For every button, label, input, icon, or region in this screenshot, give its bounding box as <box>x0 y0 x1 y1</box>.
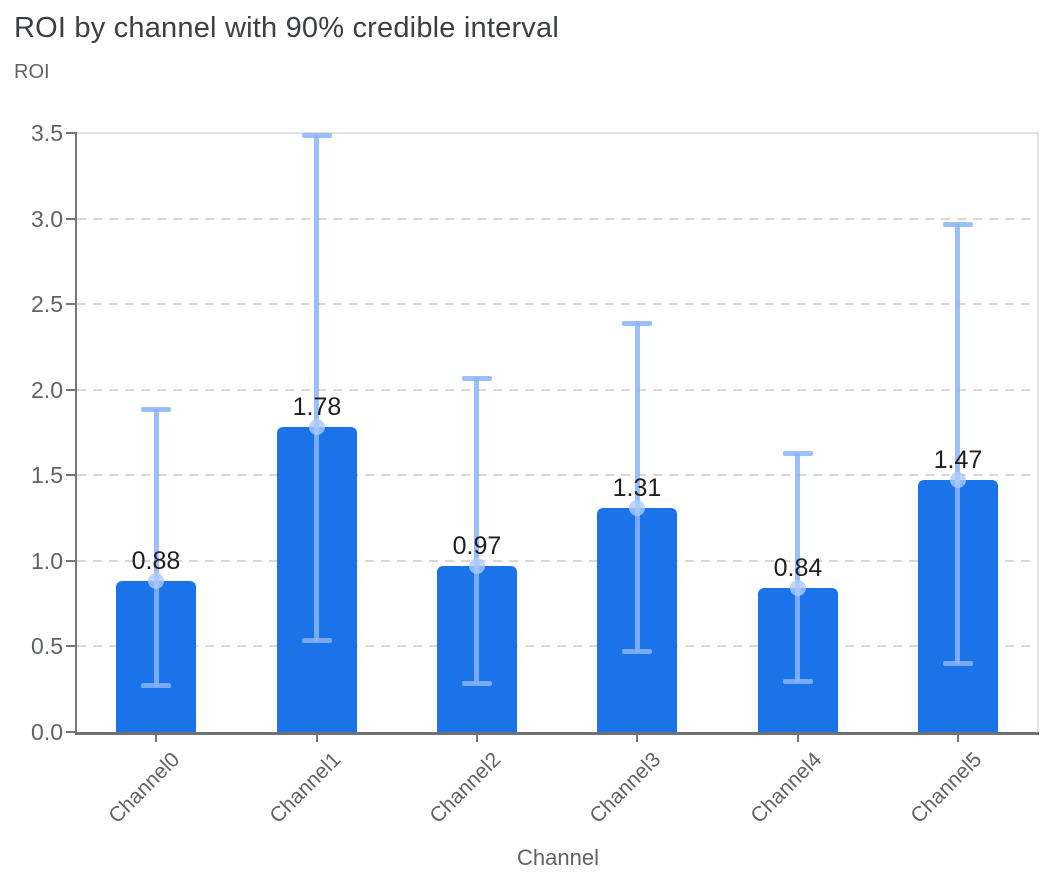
error-bar-cap-bottom-channel2 <box>462 681 492 687</box>
x-tick-channel0 <box>155 734 157 742</box>
gridline-1.0 <box>77 559 1037 562</box>
x-tick-channel4 <box>797 734 799 742</box>
bar-value-label-channel0: 0.88 <box>131 547 181 576</box>
y-tick-label-3.5: 3.5 <box>31 120 63 146</box>
error-bar-cap-top-channel0 <box>141 406 171 412</box>
y-tick-label-2.0: 2.0 <box>31 376 63 403</box>
y-tick-2.0 <box>66 388 75 391</box>
y-tick-label-0.5: 0.5 <box>31 633 63 660</box>
bar-value-label-channel2: 0.97 <box>452 531 502 560</box>
error-bar-cap-top-channel4 <box>783 451 813 457</box>
plot-right-border <box>1037 133 1039 732</box>
y-tick-1.0 <box>66 559 75 562</box>
error-bar-cap-bottom-channel1 <box>302 638 332 644</box>
x-tick-channel3 <box>636 734 638 742</box>
x-axis-line <box>75 732 1039 735</box>
error-bar-channel2 <box>474 377 479 685</box>
error-bar-marker-channel4 <box>790 580 806 597</box>
y-tick-label-0.0: 0.0 <box>31 719 63 745</box>
error-bar-cap-top-channel5 <box>943 221 973 227</box>
error-bar-marker-channel2 <box>469 557 485 574</box>
x-axis-title: Channel <box>517 845 599 870</box>
y-tick-label-3.0: 3.0 <box>31 205 63 232</box>
bar-value-label-channel4: 0.84 <box>773 554 823 583</box>
error-bar-channel1 <box>314 134 319 642</box>
error-bar-marker-channel0 <box>148 573 164 590</box>
error-bar-cap-bottom-channel4 <box>783 679 813 685</box>
error-bar-channel3 <box>635 322 640 652</box>
y-tick-3.5 <box>66 132 75 134</box>
x-tick-channel2 <box>476 734 478 742</box>
y-axis-title: ROI <box>14 61 50 83</box>
gridline-3.0 <box>77 217 1037 220</box>
error-bar-cap-top-channel1 <box>302 132 332 138</box>
error-bar-marker-channel5 <box>950 472 966 489</box>
error-bar-channel4 <box>795 453 800 683</box>
error-bar-channel0 <box>154 408 159 686</box>
bar-value-label-channel1: 1.78 <box>292 393 342 422</box>
error-bar-cap-bottom-channel5 <box>943 660 973 666</box>
x-tick-channel1 <box>316 734 318 742</box>
bar-value-label-channel5: 1.47 <box>933 446 983 475</box>
error-bar-cap-top-channel3 <box>622 320 652 326</box>
chart-title: ROI by channel with 90% credible interva… <box>14 12 559 44</box>
y-tick-0.0 <box>66 731 75 733</box>
y-tick-3.0 <box>66 217 75 220</box>
y-tick-1.5 <box>66 474 75 477</box>
error-bar-marker-channel1 <box>309 419 325 436</box>
error-bar-cap-bottom-channel3 <box>622 648 652 654</box>
y-tick-2.5 <box>66 303 75 306</box>
y-tick-0.5 <box>66 645 75 648</box>
y-axis-line <box>75 132 77 733</box>
x-tick-channel5 <box>957 734 959 742</box>
y-tick-label-1.0: 1.0 <box>31 547 63 574</box>
bar-value-label-channel3: 1.31 <box>612 473 662 502</box>
plot-top-border <box>77 132 1039 134</box>
error-bar-marker-channel3 <box>629 499 645 516</box>
y-tick-label-2.5: 2.5 <box>31 291 63 318</box>
gridline-0.5 <box>77 645 1037 648</box>
plot-area: 0.0 0.5 1.0 1.5 2.0 2.5 3.0 3.5 0.88 Channel0 1.78… <box>31 120 1039 828</box>
gridline-2.0 <box>77 388 1037 391</box>
gridline-1.5 <box>77 474 1037 477</box>
gridline-2.5 <box>77 303 1037 306</box>
error-bar-cap-top-channel2 <box>462 375 492 381</box>
error-bar-channel5 <box>955 223 960 664</box>
y-tick-label-1.5: 1.5 <box>31 462 63 489</box>
error-bar-cap-bottom-channel0 <box>141 682 171 688</box>
